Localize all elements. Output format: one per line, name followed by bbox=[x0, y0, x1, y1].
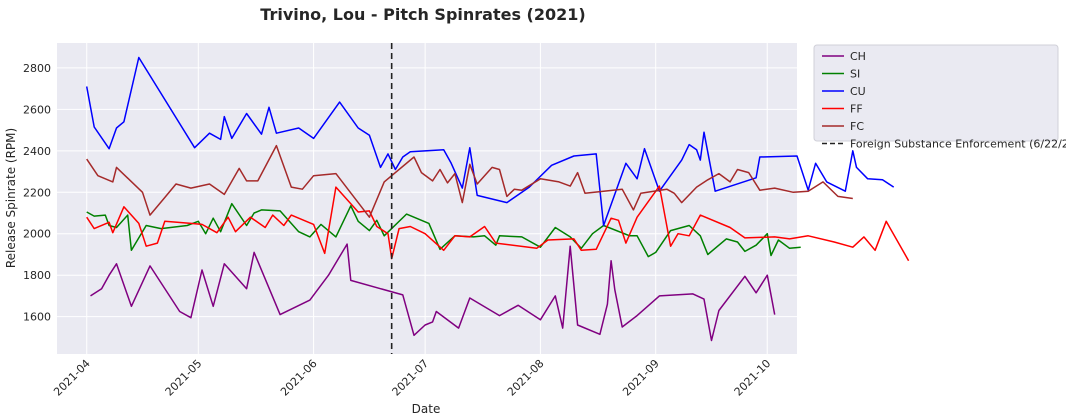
y-tick-label: 2800 bbox=[23, 62, 51, 75]
legend-label-fc: FC bbox=[850, 120, 864, 133]
legend-label-ch: CH bbox=[850, 50, 866, 63]
series-layer bbox=[85, 56, 910, 342]
x-tick-label: 2021-09 bbox=[620, 357, 662, 399]
x-tick-label: 2021-06 bbox=[278, 357, 320, 399]
x-axis-label: Date bbox=[412, 402, 441, 416]
y-tick-label: 1600 bbox=[23, 311, 51, 324]
legend-label-cu: CU bbox=[850, 85, 866, 98]
series-line-si bbox=[86, 202, 801, 258]
y-axis-label: Release Spinrate (RPM) bbox=[4, 128, 18, 268]
y-tick-label: 1800 bbox=[23, 269, 51, 282]
y-tick-label: 2400 bbox=[23, 145, 51, 158]
chart-title: Trivino, Lou - Pitch Spinrates (2021) bbox=[260, 5, 585, 24]
series-line-ff bbox=[86, 185, 910, 262]
series-line-cu bbox=[85, 56, 895, 227]
y-axis-ticks: 1600 1800 2000 2200 2400 2600 2800 bbox=[23, 62, 51, 324]
y-tick-label: 2200 bbox=[23, 186, 51, 199]
x-tick-label: 2021-07 bbox=[390, 357, 432, 399]
x-tick-label: 2021-05 bbox=[163, 357, 205, 399]
legend-label-si: SI bbox=[850, 68, 860, 81]
legend-frame bbox=[813, 44, 1059, 142]
legend-label-enforcement: Foreign Substance Enforcement (6/22/21) bbox=[850, 138, 1066, 151]
x-tick-label: 2021-10 bbox=[732, 357, 774, 399]
series-line-fc bbox=[86, 144, 853, 218]
y-tick-label: 2600 bbox=[23, 103, 51, 116]
y-tick-label: 2000 bbox=[23, 228, 51, 241]
x-axis-ticks: 2021-04 2021-05 2021-06 2021-07 2021-08 2021-… bbox=[51, 357, 773, 399]
x-tick-label: 2021-04 bbox=[51, 357, 93, 399]
plot-area bbox=[57, 43, 797, 354]
x-tick-label: 2021-08 bbox=[505, 357, 547, 399]
series-line-ch bbox=[90, 243, 776, 342]
legend-label-ff: FF bbox=[850, 103, 863, 116]
legend: CH SI CU FF FC Foreign Substance Enforcement … bbox=[813, 44, 1066, 151]
